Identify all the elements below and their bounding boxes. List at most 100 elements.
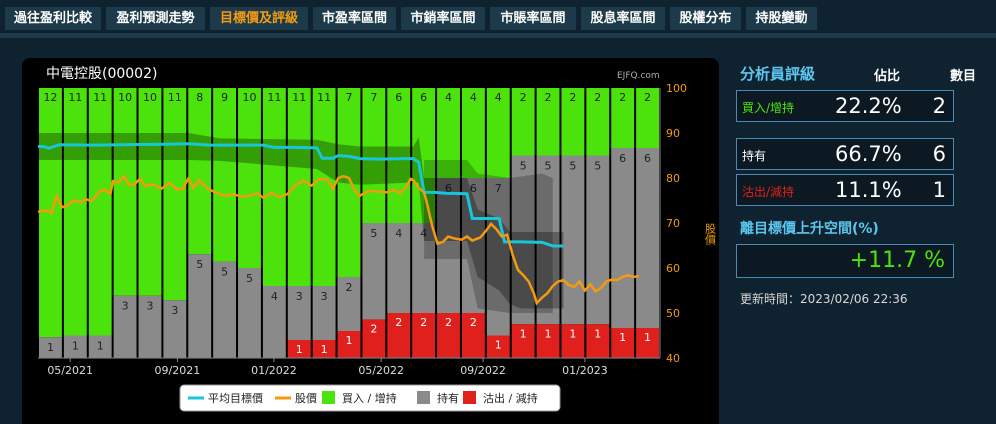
bar-group: 6 4 2 (412, 88, 436, 358)
tab-3[interactable]: 市盈率區間 (313, 7, 396, 30)
label-hold: 6 (445, 182, 452, 195)
bar-sell (486, 335, 510, 358)
legend-swatch-sell (463, 391, 476, 404)
rating-label: 買入/增持 (742, 101, 795, 115)
label-sell: 1 (594, 327, 601, 340)
label-hold: 3 (122, 300, 129, 313)
x-tick-label: 05/2022 (358, 364, 404, 377)
label-hold: 1 (72, 340, 79, 353)
label-buy: 11 (168, 91, 182, 104)
bar-hold (636, 148, 659, 328)
y-axis-label: 股價 (704, 223, 717, 246)
bar-group: 2 5 1 (586, 88, 610, 358)
label-hold: 5 (246, 272, 253, 285)
bar-buy (461, 88, 485, 178)
label-sell: 1 (520, 327, 527, 340)
bar-hold (437, 178, 460, 313)
bar-buy (113, 88, 137, 296)
y-tick-label: 80 (666, 172, 680, 185)
label-buy: 11 (68, 91, 82, 104)
label-sell: 1 (495, 339, 502, 352)
bar-sell (412, 313, 436, 358)
bar-sell (586, 324, 610, 358)
x-tick-label: 01/2022 (251, 364, 297, 377)
x-tick-label: 09/2022 (460, 364, 506, 377)
bar-sell (337, 331, 361, 358)
bar-buy (238, 88, 261, 268)
tab-2[interactable]: 目標價及評級 (210, 7, 308, 30)
label-buy: 2 (644, 91, 651, 104)
tab-6[interactable]: 股息率區間 (581, 7, 665, 30)
bar-sell (437, 313, 460, 358)
bar-group: 6 4 2 (387, 88, 411, 358)
label-sell: 1 (569, 327, 576, 340)
bar-group: 10 5 (238, 88, 261, 358)
tab-8[interactable]: 持股變動 (746, 7, 817, 30)
tab-7[interactable]: 股權分布 (670, 7, 741, 30)
label-hold: 6 (470, 182, 477, 195)
label-hold: 7 (495, 182, 502, 195)
bar-hold (113, 295, 137, 358)
bar-hold (163, 300, 187, 358)
label-buy: 12 (43, 91, 57, 104)
label-hold: 1 (47, 341, 54, 354)
bar-buy (362, 88, 386, 223)
legend-label-price: 股價 (295, 391, 317, 405)
rating-row-0: 買入/增持 22.2% 2 (736, 90, 954, 122)
label-hold: 5 (545, 160, 552, 173)
bar-hold (213, 261, 237, 358)
label-buy: 2 (520, 91, 527, 104)
label-hold: 4 (420, 227, 427, 240)
bar-group: 10 3 (138, 88, 162, 358)
bar-group: 2 6 1 (636, 88, 659, 358)
bar-hold (412, 223, 436, 313)
bar-buy (188, 88, 212, 255)
bar-group: 11 3 1 (287, 88, 311, 358)
tab-4[interactable]: 市銷率區間 (401, 7, 485, 30)
bar-group: 2 5 1 (561, 88, 585, 358)
rating-percent: 22.2% (835, 94, 902, 118)
bar-group: 111 (88, 88, 112, 358)
bar-hold (337, 277, 361, 331)
label-hold: 2 (346, 281, 353, 294)
label-hold: 1 (97, 340, 104, 353)
label-sell: 2 (395, 316, 402, 329)
label-hold: 5 (520, 160, 527, 173)
bar-hold (387, 223, 411, 313)
bar-hold (188, 254, 212, 358)
label-hold: 6 (644, 152, 651, 165)
label-hold: 5 (569, 160, 576, 173)
bar-hold (362, 223, 386, 320)
y-tick-label: 40 (666, 352, 680, 365)
rating-count: 2 (932, 94, 946, 118)
bar-group: 11 3 (163, 88, 187, 358)
label-sell: 1 (346, 334, 353, 347)
upside-title: 離目標價上升空間(%) (740, 221, 879, 237)
bar-sell (287, 340, 311, 358)
label-buy: 11 (292, 91, 306, 104)
x-tick-label: 09/2021 (155, 364, 201, 377)
upside-value: +11.7 % (849, 248, 945, 273)
bar-group: 11 3 1 (312, 88, 336, 358)
legend-label-target: 平均目標價 (208, 391, 263, 405)
bar-buy (163, 88, 187, 301)
tab-0[interactable]: 過往盈利比較 (5, 7, 101, 30)
bar-hold (536, 155, 560, 325)
label-buy: 2 (545, 91, 552, 104)
label-buy: 2 (619, 91, 626, 104)
label-buy: 2 (569, 91, 576, 104)
label-buy: 11 (317, 91, 331, 104)
label-buy: 7 (346, 91, 353, 104)
bar-buy (287, 88, 311, 286)
bar-group: 85 (188, 88, 212, 358)
tab-1[interactable]: 盈利預測走勢 (106, 7, 205, 30)
bar-hold (63, 335, 87, 358)
legend-label-hold: 持有 (437, 391, 459, 405)
label-buy: 11 (93, 91, 107, 104)
bar-group: 7 5 2 (362, 88, 386, 358)
tab-5[interactable]: 市賬率區間 (490, 7, 576, 30)
bar-hold (238, 268, 261, 358)
label-sell: 1 (321, 343, 328, 356)
label-hold: 5 (196, 258, 203, 271)
tab-underline (0, 33, 996, 38)
